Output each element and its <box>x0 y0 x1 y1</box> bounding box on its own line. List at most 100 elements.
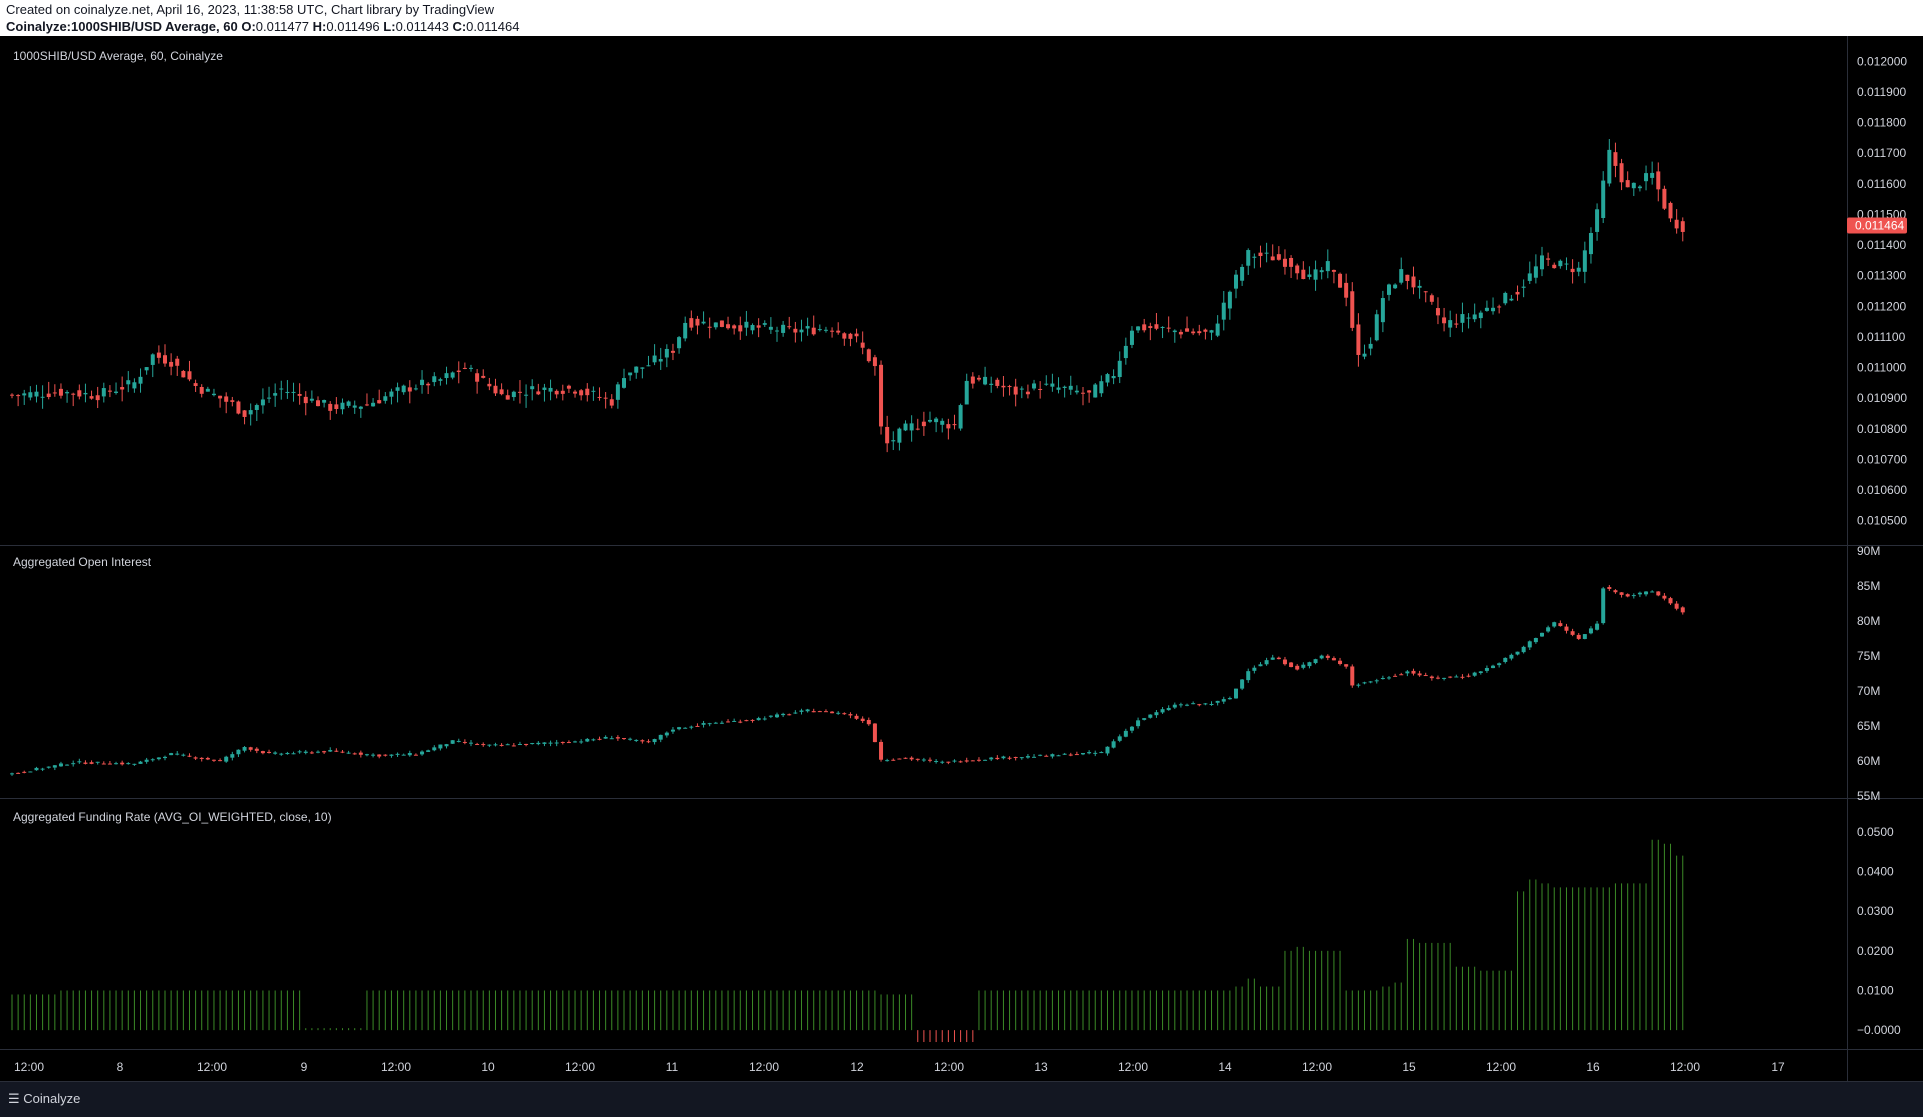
time-axis[interactable]: 12:00 8 12:00 9 12:00 10 12:00 11 12:00 12 12:00 13… <box>14 1060 1785 1074</box>
candle-body <box>475 373 480 382</box>
candle <box>358 405 363 418</box>
candle-body <box>1166 327 1171 329</box>
candle <box>860 331 865 355</box>
funding-axis-tick: 0.0100 <box>1857 983 1894 997</box>
candle-body <box>524 743 529 745</box>
candle-body <box>132 763 137 765</box>
chart-canvas[interactable]: 0.012000 0.011900 0.011800 0.011700 0.011600… <box>0 36 1923 1081</box>
funding-rate-pane[interactable] <box>11 839 1684 1043</box>
candle-body <box>358 406 363 409</box>
candle <box>493 378 498 397</box>
candle-body <box>1619 592 1624 595</box>
candle-body <box>107 390 112 392</box>
candle-body <box>401 385 406 393</box>
candle <box>285 751 290 755</box>
candle <box>1478 670 1483 675</box>
candle-body <box>1209 330 1214 333</box>
candle-body <box>1564 263 1569 265</box>
candle-body <box>744 321 749 328</box>
candle-body <box>1117 360 1122 378</box>
candle-body <box>413 388 418 390</box>
time-axis-tick: 12 <box>850 1060 864 1074</box>
candle <box>169 752 174 756</box>
candle-body <box>1344 282 1349 298</box>
candle <box>964 373 969 405</box>
candle <box>615 735 620 741</box>
candle-body <box>1423 291 1428 293</box>
candle <box>830 327 835 338</box>
candle-body <box>1411 670 1416 674</box>
candle-body <box>573 741 578 743</box>
price-pane[interactable] <box>10 139 1685 453</box>
candle <box>475 742 480 746</box>
candle <box>1546 252 1551 266</box>
funding-axis-tick: 0.0500 <box>1857 825 1894 839</box>
candle-body <box>273 393 278 396</box>
candle <box>1644 165 1649 191</box>
candle-body <box>1221 699 1226 702</box>
candle-body <box>175 358 180 366</box>
candle <box>52 384 57 397</box>
candle <box>787 713 792 716</box>
candle <box>230 396 235 407</box>
candle-body <box>95 395 100 401</box>
candle-body <box>762 323 767 325</box>
candle <box>738 316 743 340</box>
candle-body <box>1105 746 1110 754</box>
candle <box>1637 591 1642 598</box>
candle <box>242 409 247 425</box>
candle-body <box>1062 386 1067 388</box>
candle <box>940 418 945 433</box>
candle <box>1503 291 1508 306</box>
candle <box>328 401 333 420</box>
candle-body <box>199 386 204 394</box>
candle <box>346 400 351 408</box>
candle-body <box>456 370 461 372</box>
candle-body <box>1160 709 1165 713</box>
candle-body <box>1050 754 1055 757</box>
open-interest-axis[interactable]: 90M 85M 80M 75M 70M 65M 60M 55M <box>1857 544 1880 803</box>
candle <box>1178 702 1183 708</box>
candle-body <box>781 324 786 333</box>
candle <box>58 383 63 399</box>
candle-body <box>407 752 412 756</box>
candle-body <box>946 761 951 763</box>
candle <box>658 734 663 743</box>
candle-body <box>65 392 70 394</box>
candle-body <box>1154 712 1159 716</box>
candle <box>891 758 896 761</box>
price-axis-tick: 0.010800 <box>1857 422 1907 436</box>
candle-body <box>1564 626 1569 631</box>
candle-body <box>1258 664 1263 667</box>
candle-body <box>1227 291 1232 309</box>
candle <box>1576 261 1581 277</box>
candle <box>1215 700 1220 706</box>
candle-body <box>1368 343 1373 349</box>
candle <box>346 750 351 754</box>
candle <box>1607 584 1612 591</box>
candle-body <box>1588 232 1593 255</box>
candle-body <box>1442 317 1447 324</box>
candle <box>952 759 957 763</box>
candle-body <box>1044 755 1049 757</box>
candle-body <box>530 386 535 390</box>
candle <box>456 738 461 743</box>
open-interest-pane[interactable] <box>10 584 1685 776</box>
candle-body <box>1013 756 1018 758</box>
candle-body <box>1307 274 1312 277</box>
coinalyze-logo[interactable]: ☰ Coinalyze <box>8 1091 81 1106</box>
candle-body <box>517 391 522 393</box>
candle-body <box>1307 662 1312 667</box>
candle-body <box>1521 286 1526 288</box>
candle-body <box>1448 676 1453 678</box>
candle-body <box>860 718 865 722</box>
candle <box>1442 677 1447 681</box>
candle-body <box>799 710 804 712</box>
candle <box>1399 672 1404 676</box>
candle-body <box>585 388 590 396</box>
candle <box>823 709 828 713</box>
candle <box>1191 701 1196 705</box>
funding-rate-axis[interactable]: 0.0500 0.0400 0.0300 0.0200 0.0100 −0.0000 <box>1857 825 1901 1037</box>
candle <box>1062 752 1067 755</box>
candle <box>726 719 731 723</box>
